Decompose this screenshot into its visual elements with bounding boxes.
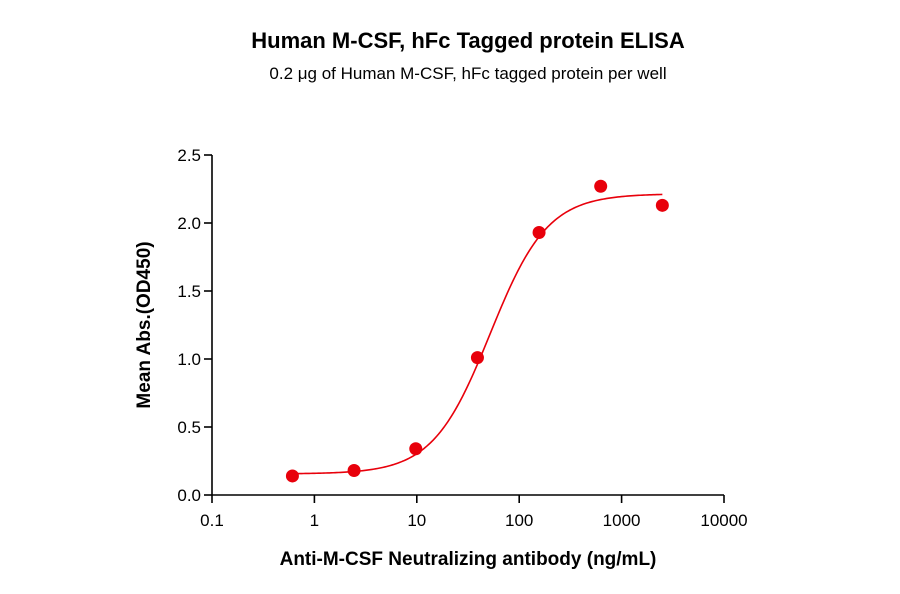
x-axis: 0.1 1 10 100 1000 10000 [200, 494, 748, 530]
x-tick-label: 10000 [700, 511, 747, 530]
y-tick-label: 1.0 [177, 350, 201, 369]
data-point [285, 469, 299, 483]
y-axis-title: Mean Abs.(OD450) [134, 241, 155, 408]
y-axis: 0.0 0.5 1.0 1.5 2.0 2.5 [177, 146, 213, 505]
y-tick-label: 0.0 [177, 486, 201, 505]
data-point [594, 179, 608, 193]
data-points [285, 179, 669, 483]
data-point [532, 226, 546, 240]
data-point [655, 198, 669, 212]
data-point [347, 464, 361, 478]
x-tick-label: 10 [407, 511, 426, 530]
y-tick-label: 2.0 [177, 214, 201, 233]
y-tick-label: 2.5 [177, 146, 201, 165]
x-tick-label: 100 [505, 511, 533, 530]
chart-subtitle: 0.2 μg of Human M-CSF, hFc tagged protei… [269, 64, 666, 83]
y-tick-label: 0.5 [177, 418, 201, 437]
chart-title: Human M-CSF, hFc Tagged protein ELISA [251, 28, 685, 53]
x-axis-title: Anti-M-CSF Neutralizing antibody (ng/mL) [280, 549, 657, 570]
y-tick-label: 1.5 [177, 282, 201, 301]
x-tick-label: 1000 [603, 511, 641, 530]
data-point [470, 351, 484, 365]
fit-curve [292, 193, 663, 475]
x-tick-label: 1 [310, 511, 319, 530]
x-tick-label: 0.1 [200, 511, 224, 530]
data-point [409, 442, 423, 456]
